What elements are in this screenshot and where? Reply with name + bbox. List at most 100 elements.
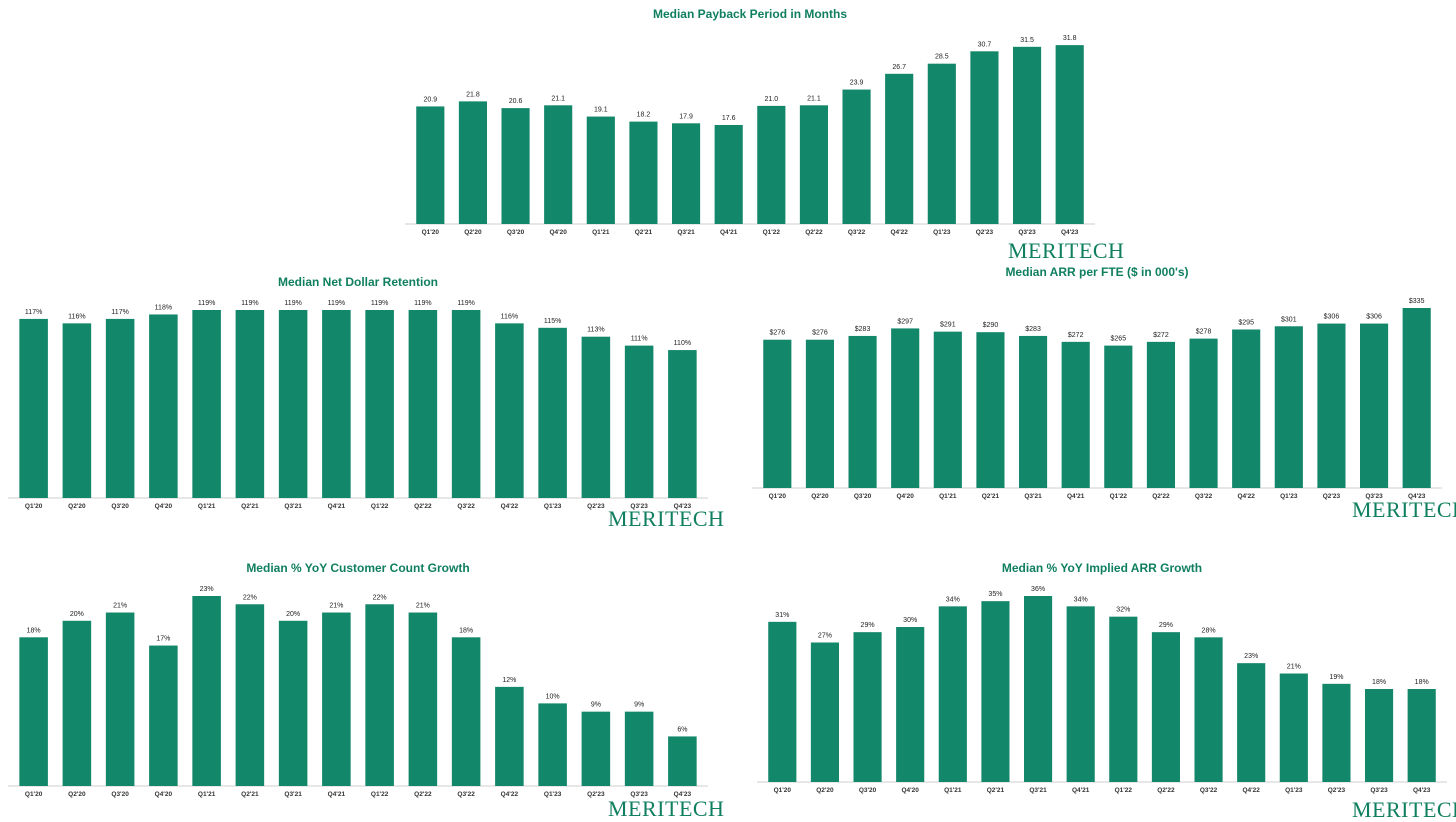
x-tick-label: Q2'23 xyxy=(1323,493,1341,500)
x-tick-label: Q1'20 xyxy=(25,791,43,798)
data-label: 118% xyxy=(155,304,172,311)
data-label: 119% xyxy=(284,300,301,307)
x-tick-label: Q1'22 xyxy=(371,791,389,798)
data-label: $306 xyxy=(1324,314,1340,321)
x-tick-label: Q1'21 xyxy=(939,493,957,500)
bar xyxy=(805,339,835,488)
bar xyxy=(768,621,797,782)
data-label: 18% xyxy=(1415,679,1429,686)
data-label: 21% xyxy=(329,603,343,610)
data-label: $265 xyxy=(1111,336,1127,343)
data-label: 19.1 xyxy=(594,107,608,114)
x-tick-label: Q4'23 xyxy=(674,503,692,510)
bar xyxy=(62,323,92,498)
x-tick-label: Q4'22 xyxy=(501,503,519,510)
x-tick-label: Q4'21 xyxy=(720,229,738,236)
bar xyxy=(192,596,221,786)
x-tick-label: Q2'22 xyxy=(805,229,823,236)
data-label: 18% xyxy=(27,627,41,634)
x-tick-label: Q4'20 xyxy=(901,787,919,794)
bar xyxy=(19,318,48,498)
data-label: $295 xyxy=(1238,319,1254,326)
x-tick-label: Q4'20 xyxy=(549,229,567,236)
x-tick-label: Q4'23 xyxy=(674,791,692,798)
bar xyxy=(629,121,658,224)
data-label: 110% xyxy=(674,340,691,347)
data-label: 21% xyxy=(1287,664,1301,671)
x-tick-label: Q1'22 xyxy=(1110,493,1128,500)
data-label: 18.2 xyxy=(637,112,651,119)
data-label: 18% xyxy=(1372,679,1386,686)
chart-title: Median Net Dollar Retention xyxy=(277,275,438,289)
x-tick-label: Q3'20 xyxy=(507,229,525,236)
x-tick-label: Q1'20 xyxy=(25,503,43,510)
data-label: 119% xyxy=(241,300,258,307)
bar xyxy=(927,63,956,224)
x-tick-label: Q4'22 xyxy=(1242,787,1260,794)
meritech-logo: MERITECH xyxy=(608,796,725,821)
bar xyxy=(1279,673,1308,782)
x-tick-label: Q2'23 xyxy=(1328,787,1346,794)
bar xyxy=(451,637,481,786)
bar xyxy=(810,642,840,782)
data-label: 6% xyxy=(677,726,687,733)
data-label: $272 xyxy=(1068,332,1084,339)
bar xyxy=(981,601,1010,782)
bar xyxy=(416,106,445,224)
data-label: 21.8 xyxy=(466,91,480,98)
x-tick-label: Q2'20 xyxy=(68,503,86,510)
data-label: 113% xyxy=(587,327,604,334)
data-label: 22% xyxy=(373,594,387,601)
data-label: 21.1 xyxy=(807,95,821,102)
x-tick-label: Q2'22 xyxy=(1152,493,1170,500)
x-tick-label: Q3'22 xyxy=(457,503,475,510)
data-label: 23% xyxy=(200,586,214,593)
data-label: 20% xyxy=(286,611,300,618)
x-tick-label: Q2'22 xyxy=(414,503,432,510)
x-tick-label: Q1'22 xyxy=(1115,787,1133,794)
bar xyxy=(62,620,92,786)
x-tick-label: Q3'21 xyxy=(284,791,302,798)
data-label: 18% xyxy=(459,627,473,634)
bar xyxy=(105,318,135,498)
data-label: $272 xyxy=(1153,332,1169,339)
data-label: 27% xyxy=(818,633,832,640)
x-tick-label: Q1'23 xyxy=(544,791,562,798)
data-label: 34% xyxy=(1074,596,1088,603)
bar xyxy=(538,703,567,786)
data-label: 19% xyxy=(1329,674,1343,681)
bar xyxy=(1237,663,1266,782)
bar xyxy=(853,632,882,782)
data-label: 9% xyxy=(634,702,644,709)
bar xyxy=(1359,323,1389,488)
bar xyxy=(799,105,829,224)
bar xyxy=(938,606,967,782)
data-label: $335 xyxy=(1409,298,1425,305)
data-label: 22% xyxy=(243,594,257,601)
bar xyxy=(671,123,701,224)
x-tick-label: Q1'23 xyxy=(933,229,951,236)
chart-panel-arr-growth: Median % YoY Implied ARR Growth 31% Q1'20… xyxy=(757,558,1456,821)
bar xyxy=(1322,683,1351,782)
data-label: 21.0 xyxy=(765,96,779,103)
x-tick-label: Q1'22 xyxy=(371,503,389,510)
x-tick-label: Q3'20 xyxy=(111,791,129,798)
data-label: $291 xyxy=(940,322,956,329)
x-tick-label: Q3'23 xyxy=(1365,493,1383,500)
bar xyxy=(1061,341,1090,488)
x-tick-label: Q4'23 xyxy=(1408,493,1426,500)
bar xyxy=(408,310,438,498)
chart-title: Median Payback Period in Months xyxy=(652,7,848,21)
bar xyxy=(1194,637,1223,782)
bar xyxy=(624,711,654,786)
bar xyxy=(1274,326,1303,488)
bar xyxy=(624,345,654,498)
bar xyxy=(538,327,567,498)
x-tick-label: Q4'21 xyxy=(328,791,346,798)
x-tick-label: Q3'20 xyxy=(111,503,129,510)
x-tick-label: Q3'21 xyxy=(677,229,695,236)
data-label: 116% xyxy=(68,313,85,320)
x-tick-label: Q2'20 xyxy=(816,787,834,794)
x-tick-label: Q4'23 xyxy=(1061,229,1079,236)
x-tick-label: Q4'22 xyxy=(890,229,908,236)
